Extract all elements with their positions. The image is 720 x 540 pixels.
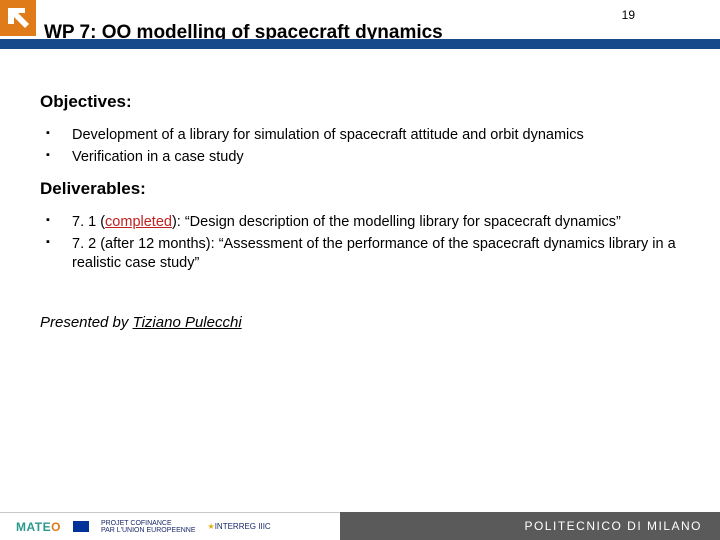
page-number: 19 bbox=[622, 8, 635, 22]
corner-arrow-icon bbox=[0, 0, 36, 36]
list-item: Development of a library for simulation … bbox=[44, 126, 680, 146]
interreg-logo: ★INTERREG IIIC bbox=[208, 522, 271, 531]
deliverable-status: after 12 months bbox=[105, 236, 206, 252]
objectives-list: Development of a library for simulation … bbox=[44, 126, 680, 167]
deliverable-number: 7. 2 bbox=[72, 236, 96, 252]
footer-right: POLITECNICO DI MILANO bbox=[340, 512, 720, 540]
list-item: 7. 2 (after 12 months): “Assessment of t… bbox=[44, 235, 680, 274]
partner-line2: PAR L'UNION EUROPEENNE bbox=[101, 527, 196, 534]
interreg-text: INTERREG IIIC bbox=[215, 522, 271, 531]
deliverable-text: : “Design description of the modelling l… bbox=[177, 214, 621, 230]
presenter-name: Tiziano Pulecchi bbox=[133, 314, 242, 331]
list-item: 7. 1 (completed): “Design description of… bbox=[44, 213, 680, 233]
deliverable-status: completed bbox=[105, 214, 172, 230]
objectives-heading: Objectives: bbox=[40, 92, 680, 112]
deliverable-number: 7. 1 bbox=[72, 214, 96, 230]
deliverables-heading: Deliverables: bbox=[40, 179, 680, 199]
polimi-logo-text: POLITECNICO DI MILANO bbox=[524, 519, 702, 533]
header-divider bbox=[0, 36, 720, 46]
presenter-prefix: Presented by bbox=[40, 314, 133, 331]
deliverables-list: 7. 1 (completed): “Design description of… bbox=[44, 213, 680, 274]
presenter-line: Presented by Tiziano Pulecchi bbox=[40, 314, 680, 331]
footer-left: MATEO PROJET COFINANCE PAR L'UNION EUROP… bbox=[0, 512, 340, 540]
slide-body: Objectives: Development of a library for… bbox=[40, 80, 680, 331]
partner-text: PROJET COFINANCE PAR L'UNION EUROPEENNE bbox=[101, 520, 196, 534]
slide-footer: MATEO PROJET COFINANCE PAR L'UNION EUROP… bbox=[0, 512, 720, 540]
eu-flag-icon bbox=[73, 521, 89, 532]
partner-line1: PROJET COFINANCE bbox=[101, 520, 172, 527]
mateo-text: MATE bbox=[16, 520, 51, 534]
list-item: Verification in a case study bbox=[44, 148, 680, 168]
mateo-o: O bbox=[51, 520, 61, 534]
mateo-logo: MATEO bbox=[16, 520, 61, 534]
